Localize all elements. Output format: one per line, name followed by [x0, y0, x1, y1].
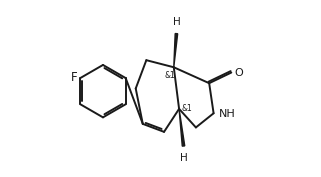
- Text: &1: &1: [165, 71, 176, 80]
- Text: &1: &1: [181, 104, 192, 113]
- Polygon shape: [179, 109, 185, 146]
- Text: O: O: [235, 68, 244, 78]
- Text: H: H: [173, 17, 180, 27]
- Polygon shape: [174, 33, 178, 67]
- Text: H: H: [180, 153, 187, 163]
- Text: NH: NH: [219, 109, 236, 119]
- Text: F: F: [71, 71, 78, 84]
